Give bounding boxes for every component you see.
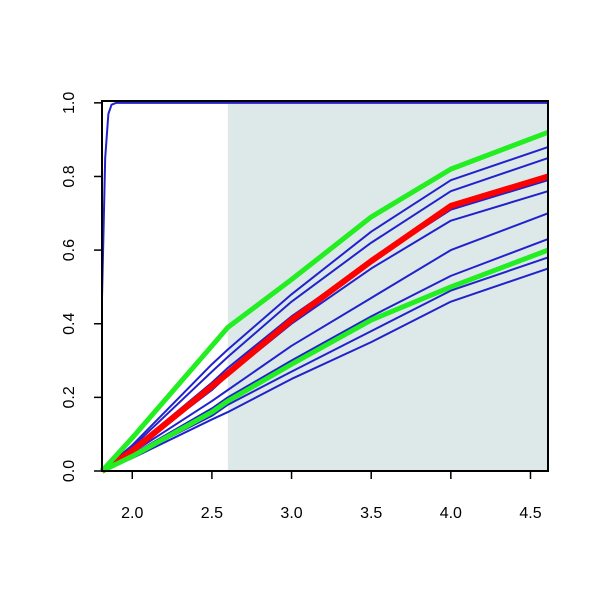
series-line bbox=[101, 212, 549, 472]
y-tick-label: 0.4 bbox=[61, 313, 78, 335]
y-tick-label: 0.8 bbox=[61, 165, 78, 187]
series-line bbox=[100, 247, 549, 474]
series-line bbox=[101, 146, 549, 472]
y-tick-label: 0.0 bbox=[61, 460, 78, 482]
series-line bbox=[100, 173, 549, 474]
x-tick-label: 2.0 bbox=[121, 505, 143, 522]
x-tick-label: 2.5 bbox=[201, 505, 223, 522]
x-tick-label: 3.5 bbox=[360, 505, 382, 522]
shaded-region bbox=[227, 102, 549, 471]
series-line bbox=[101, 157, 549, 472]
series-line bbox=[100, 129, 549, 473]
y-tick-label: 0.2 bbox=[61, 386, 78, 408]
x-tick-label: 4.0 bbox=[440, 505, 462, 522]
y-tick-label: 0.6 bbox=[61, 239, 78, 261]
plot-box bbox=[101, 100, 549, 472]
x-tick-label: 4.5 bbox=[519, 505, 541, 522]
y-tick-label: 1.0 bbox=[61, 92, 78, 114]
series-line bbox=[101, 101, 548, 298]
x-tick-label: 3.0 bbox=[280, 505, 302, 522]
